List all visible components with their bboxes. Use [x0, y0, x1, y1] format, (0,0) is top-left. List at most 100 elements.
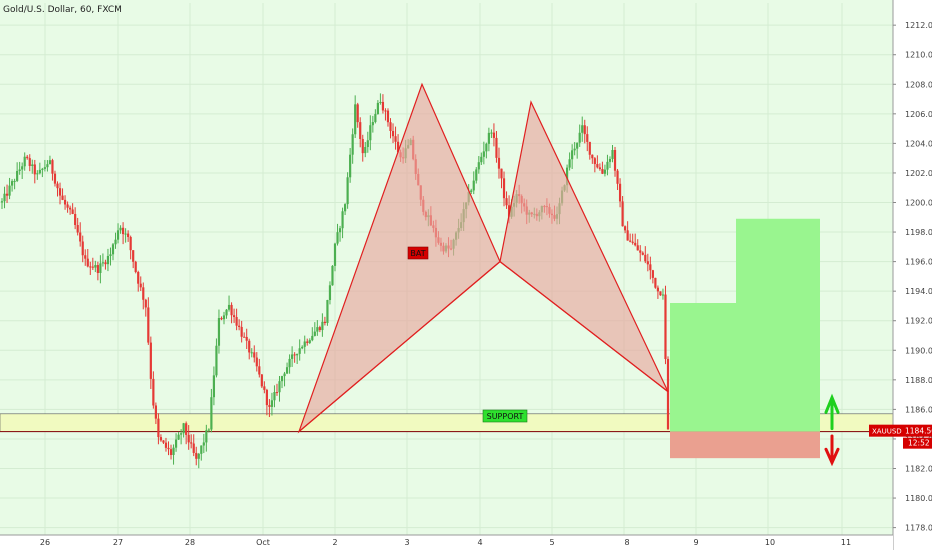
candle-body	[91, 266, 94, 268]
candle-body	[250, 352, 253, 354]
last-price-time: 12:52	[908, 439, 930, 448]
price-tick-label: 1180.00	[905, 494, 932, 503]
candle-body	[111, 244, 115, 255]
candle-body	[601, 169, 604, 174]
candle-body	[38, 169, 41, 174]
candle-body	[606, 161, 609, 170]
candle-body	[26, 156, 29, 159]
candle-body	[656, 287, 660, 292]
candle-body	[149, 342, 152, 379]
candle-body	[379, 101, 382, 103]
candle-body	[230, 304, 233, 316]
candle-body	[180, 433, 183, 435]
price-tick-label: 1212.00	[905, 21, 932, 30]
candle-body	[588, 141, 591, 155]
candle-body	[31, 164, 34, 166]
candle-body	[308, 340, 311, 343]
candle-body	[293, 354, 296, 356]
candle-body	[61, 195, 64, 200]
pattern-xb-line	[298, 261, 501, 433]
candle-body	[205, 430, 208, 443]
candle-body	[318, 327, 321, 331]
candle-body	[121, 227, 125, 235]
candle-body	[89, 266, 92, 268]
candle-body	[482, 151, 485, 157]
candle-body	[389, 122, 392, 132]
candle-body	[629, 240, 632, 242]
candle-body	[659, 291, 662, 296]
candle-body	[621, 201, 624, 227]
price-tick-label: 1210.00	[905, 51, 932, 60]
time-tick-label: 4	[477, 538, 482, 547]
time-tick-label: 11	[841, 538, 851, 547]
candle-body	[207, 429, 210, 431]
candle-body	[331, 265, 334, 286]
candle-body	[608, 158, 612, 162]
candle-body	[238, 325, 241, 327]
price-tick-label: 1200.00	[905, 199, 932, 208]
last-price-value: 1184.56	[905, 427, 932, 436]
candle-body	[43, 167, 46, 169]
candle-body	[144, 299, 147, 308]
candle-body	[578, 132, 581, 143]
candle-body	[321, 321, 324, 331]
price-tick-label: 1190.00	[905, 346, 932, 355]
candle-body	[217, 318, 221, 346]
candle-body	[159, 437, 163, 441]
time-tick-label: 9	[693, 538, 698, 547]
candle-body	[255, 357, 258, 367]
candle-body	[162, 440, 165, 443]
candle-body	[263, 386, 266, 390]
candle-body	[354, 104, 357, 135]
candle-body	[386, 110, 390, 123]
candle-body	[63, 199, 67, 205]
candle-body	[270, 400, 274, 407]
candle-body	[333, 243, 337, 266]
candle-body	[336, 232, 339, 244]
candle-body	[571, 150, 574, 160]
time-tick-label: 10	[765, 538, 775, 547]
candle-body	[323, 321, 327, 324]
last-price-time-box	[903, 437, 932, 449]
candle-body	[283, 373, 286, 377]
target-zone	[670, 218, 820, 432]
candle-body	[626, 230, 629, 241]
candle-body	[66, 204, 69, 208]
candle-body	[33, 164, 36, 175]
candle-body	[132, 250, 135, 262]
candle-body	[197, 453, 200, 459]
candle-body	[485, 143, 488, 152]
zones	[0, 218, 894, 459]
candle-body	[593, 158, 596, 165]
candle-body	[51, 160, 54, 174]
candle-body	[356, 104, 359, 123]
time-tick-label: 5	[549, 538, 554, 547]
candle-body	[624, 226, 627, 231]
candle-body	[639, 250, 642, 253]
candle-body	[507, 205, 511, 217]
candle-body	[500, 168, 503, 179]
candle-body	[296, 353, 299, 356]
candle-body	[273, 392, 276, 401]
candle-body	[86, 258, 89, 267]
price-tick-label: 1202.00	[905, 169, 932, 178]
candle-body	[384, 110, 387, 112]
last-price-tag	[869, 424, 932, 437]
candle-body	[366, 140, 369, 148]
candle-body	[258, 366, 261, 375]
price-tick-label: 1186.00	[905, 405, 932, 414]
candle-body	[371, 122, 374, 126]
price-axis-panel	[893, 0, 932, 550]
time-axis-panel	[0, 535, 893, 550]
candle-body	[195, 452, 198, 459]
candle-body	[36, 173, 39, 175]
candle-body	[349, 154, 352, 178]
candle-body	[495, 137, 498, 158]
candle-body	[56, 183, 59, 189]
candle-body	[394, 136, 397, 142]
candle-body	[260, 374, 263, 387]
candle-body	[94, 265, 97, 268]
candle-body	[190, 442, 193, 444]
candle-body	[210, 397, 213, 430]
